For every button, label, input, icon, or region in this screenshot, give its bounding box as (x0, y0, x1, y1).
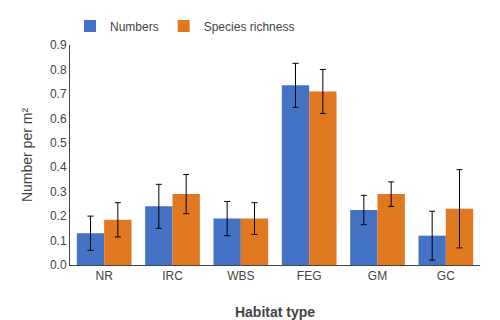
svg-text:0.8: 0.8 (50, 63, 67, 77)
svg-text:NR: NR (95, 269, 113, 283)
svg-text:WBS: WBS (227, 269, 254, 283)
svg-text:Habitat type: Habitat type (235, 304, 315, 320)
svg-text:0.4: 0.4 (50, 160, 67, 174)
svg-text:Species richness: Species richness (204, 20, 295, 34)
svg-text:0.3: 0.3 (50, 185, 67, 199)
svg-text:FEG: FEG (297, 269, 322, 283)
svg-text:0.9: 0.9 (50, 38, 67, 52)
svg-text:GM: GM (368, 269, 387, 283)
svg-text:0.1: 0.1 (50, 234, 67, 248)
svg-text:IRC: IRC (162, 269, 183, 283)
svg-text:Numbers: Numbers (110, 20, 159, 34)
svg-text:GC: GC (437, 269, 455, 283)
svg-text:0.2: 0.2 (50, 209, 67, 223)
svg-text:0.5: 0.5 (50, 136, 67, 150)
svg-text:0.0: 0.0 (50, 258, 67, 272)
svg-text:0.7: 0.7 (50, 87, 67, 101)
svg-text:Number per m²: Number per m² (19, 108, 35, 202)
svg-text:0.6: 0.6 (50, 112, 67, 126)
